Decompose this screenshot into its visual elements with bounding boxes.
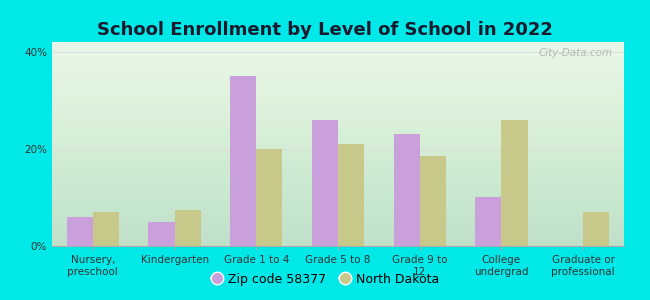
Bar — [67, 217, 93, 246]
Bar — [583, 212, 609, 246]
Bar — [256, 149, 283, 246]
Bar — [501, 120, 528, 246]
Legend: Zip code 58377, North Dakota: Zip code 58377, North Dakota — [205, 268, 445, 291]
Bar — [338, 144, 364, 246]
Bar — [175, 210, 201, 246]
Bar — [148, 222, 175, 246]
Bar — [312, 120, 338, 246]
Bar — [475, 197, 501, 246]
Bar — [230, 76, 256, 246]
Bar — [93, 212, 119, 246]
Text: School Enrollment by Level of School in 2022: School Enrollment by Level of School in … — [97, 21, 553, 39]
Bar — [393, 134, 420, 246]
Bar — [420, 156, 446, 246]
Text: City-Data.com: City-Data.com — [538, 48, 612, 58]
